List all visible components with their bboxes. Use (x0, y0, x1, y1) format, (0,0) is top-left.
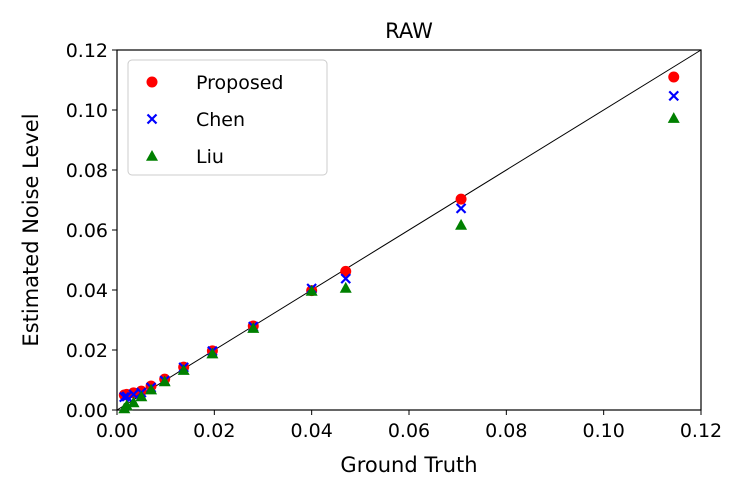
point (340, 265, 352, 277)
point (119, 391, 130, 403)
point (455, 193, 467, 205)
legend-marker (146, 113, 158, 125)
point (455, 218, 468, 230)
x-tick-label: 0.10 (583, 420, 625, 442)
point (247, 322, 260, 333)
y-axis-label: Estimated Noise Level (19, 113, 43, 346)
point (135, 390, 148, 402)
point (340, 273, 352, 284)
point (339, 281, 352, 293)
y-tick-label: 0.10 (66, 100, 108, 122)
point (120, 399, 133, 411)
point (158, 375, 171, 387)
legend-label: Proposed (196, 72, 283, 94)
legend-box (127, 59, 328, 176)
point (667, 112, 680, 123)
point (305, 284, 318, 296)
point (668, 90, 680, 102)
y-tick-label: 0.12 (66, 40, 108, 62)
y-tick-label: 0.06 (66, 220, 108, 242)
x-tick-label: 0.02 (193, 420, 235, 442)
point (177, 364, 190, 375)
point (668, 71, 680, 83)
x-tick-label: 0.08 (485, 420, 527, 442)
chart-title: RAW (385, 19, 433, 43)
y-tick-label: 0.04 (66, 280, 108, 302)
point (455, 203, 467, 214)
point (128, 389, 139, 400)
legend-label: Chen (196, 109, 245, 131)
legend-marker (146, 76, 158, 88)
y-tick-label: 0.08 (66, 160, 108, 182)
y-tick-label: 0.02 (66, 340, 108, 362)
legend-label: Liu (196, 146, 224, 168)
y-tick-label: 0.00 (66, 400, 108, 422)
legend-marker (146, 150, 158, 161)
x-tick-label: 0.12 (680, 420, 722, 442)
x-tick-label: 0.00 (96, 420, 138, 442)
x-tick-label: 0.06 (388, 420, 430, 442)
point (145, 383, 158, 395)
point (127, 396, 140, 408)
x-tick-label: 0.04 (291, 420, 333, 442)
x-axis-label: Ground Truth (340, 453, 477, 477)
point (206, 347, 219, 359)
